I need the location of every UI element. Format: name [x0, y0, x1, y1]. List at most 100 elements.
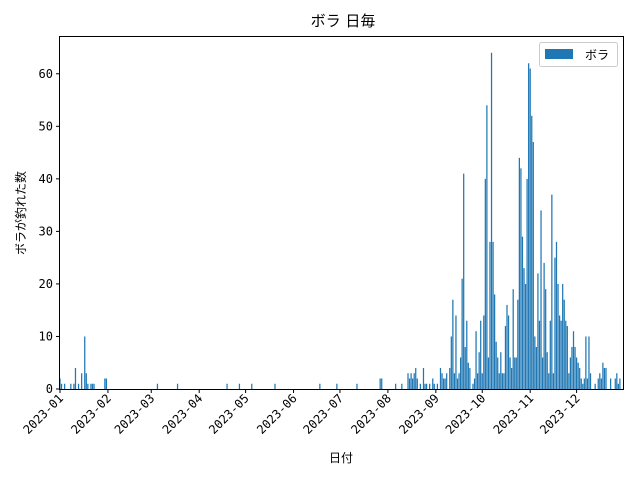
bar: [464, 346, 466, 389]
bar: [483, 315, 485, 389]
bar: [575, 357, 578, 389]
bar: [541, 357, 544, 389]
bar: [84, 336, 86, 389]
bar: [478, 352, 480, 389]
bar: [572, 331, 575, 389]
legend: ボラ: [539, 42, 618, 67]
bar: [600, 378, 602, 389]
bar: [589, 373, 592, 389]
x-tick-label: 2023-06: [254, 391, 300, 437]
bar: [93, 383, 95, 389]
x-tick-label: 2023-01: [20, 391, 66, 437]
bar: [523, 268, 525, 389]
x-tick-label: 2023-08: [348, 391, 394, 437]
bar: [356, 383, 358, 389]
bar: [408, 378, 411, 389]
bar: [588, 336, 590, 389]
y-tick-label: 20: [39, 277, 53, 291]
bar: [105, 378, 108, 389]
plot-frame: [59, 36, 624, 390]
x-tick-label: 2023-10: [443, 391, 489, 437]
bar: [524, 283, 527, 389]
y-tick-label: 10: [39, 329, 53, 343]
bar: [74, 367, 77, 389]
bar: [517, 299, 519, 389]
bar: [568, 373, 570, 389]
bars-group: [59, 52, 621, 390]
bar: [610, 378, 612, 389]
bar: [512, 289, 514, 389]
bar: [563, 299, 565, 389]
bar: [557, 283, 559, 389]
x-tick-label: 2023-02: [68, 391, 114, 437]
bar: [77, 383, 80, 389]
bar: [599, 373, 601, 389]
bar: [449, 367, 451, 389]
bar: [407, 373, 409, 389]
bar: [455, 315, 457, 389]
bar: [441, 373, 443, 389]
bar: [580, 378, 582, 389]
bar: [529, 68, 531, 390]
bar: [87, 383, 89, 389]
bar: [489, 241, 491, 389]
bar: [497, 357, 499, 389]
bar: [520, 168, 522, 389]
bar: [90, 383, 92, 389]
bar: [459, 357, 462, 389]
y-tick-label: 50: [39, 119, 53, 133]
bar: [458, 373, 460, 389]
bar: [251, 383, 253, 389]
bar: [518, 157, 520, 389]
legend-swatch: [545, 49, 573, 59]
bar: [605, 367, 607, 389]
bar: [416, 378, 418, 389]
bar: [480, 320, 482, 389]
bar: [514, 357, 516, 389]
x-tick-label: 2023-04: [160, 391, 206, 437]
bar: [469, 367, 471, 389]
bar: [476, 373, 479, 389]
bar: [444, 378, 446, 389]
legend-label: ボラ: [585, 48, 609, 62]
bar: [319, 383, 321, 389]
bar: [442, 378, 445, 389]
bar: [500, 352, 502, 389]
bar: [569, 357, 572, 389]
bar: [509, 357, 511, 389]
x-tick-label: 2023-05: [206, 391, 252, 437]
bar: [422, 367, 425, 389]
bar: [429, 383, 431, 389]
bar: [436, 383, 439, 389]
bar: [91, 383, 94, 389]
bar: [473, 378, 476, 389]
bar: [540, 210, 542, 389]
bar: [535, 346, 538, 389]
bar: [463, 173, 465, 389]
bar: [446, 373, 448, 389]
bar: [410, 373, 412, 389]
bar: [60, 383, 63, 389]
bar: [614, 378, 616, 389]
bar: [503, 373, 505, 389]
bar: [506, 304, 508, 389]
y-axis: 0 10 20 30 40 50 60: [39, 67, 60, 396]
bar: [574, 346, 576, 389]
bar: [432, 378, 434, 389]
bar: [467, 362, 469, 389]
bar: [548, 373, 550, 389]
bar: [558, 315, 561, 389]
bar: [336, 383, 338, 389]
bar: [81, 373, 83, 389]
x-tick-label: 2023-09: [396, 391, 442, 437]
bar: [546, 352, 548, 389]
bar: [156, 383, 159, 389]
bar: [419, 383, 421, 389]
y-axis-label: ボラが釣れた数: [13, 171, 28, 255]
bar: [521, 236, 524, 389]
bar: [617, 383, 619, 389]
bar: [104, 378, 106, 389]
bar: [439, 367, 442, 389]
bar: [538, 320, 541, 389]
